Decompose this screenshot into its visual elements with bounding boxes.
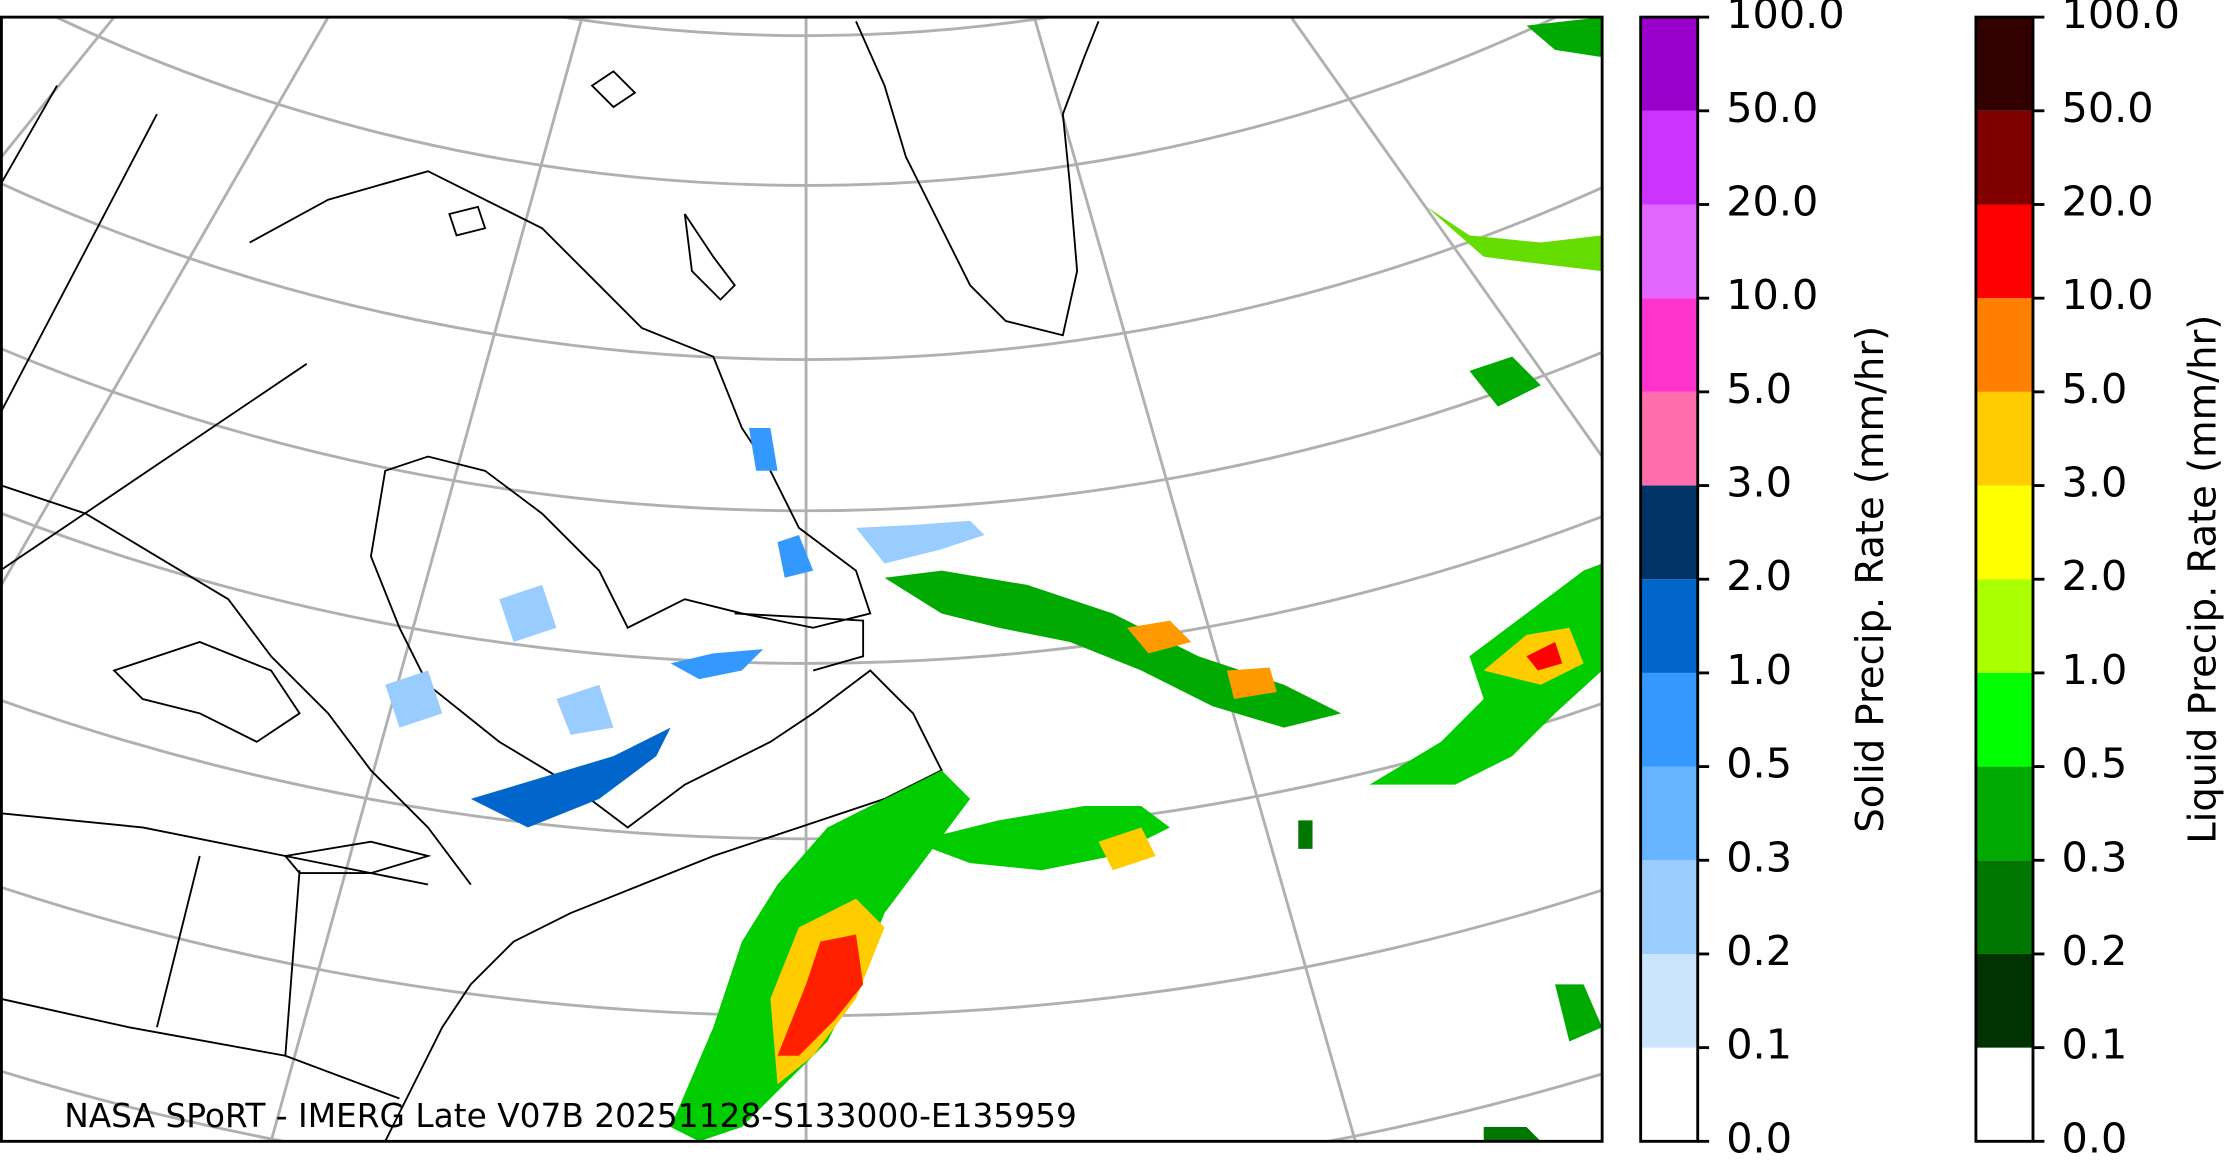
- tick-label: 0.2: [2062, 927, 2128, 975]
- tick-label: 10.0: [1726, 271, 1818, 319]
- coastlines: [1, 21, 1100, 1142]
- color-segment: [1640, 1047, 1698, 1142]
- coastline: [855, 21, 1100, 337]
- tick-label: 3.0: [2062, 459, 2128, 507]
- rain-area: [1426, 206, 1603, 272]
- color-segment: [1640, 766, 1698, 861]
- tick-label: 0.3: [1726, 833, 1792, 881]
- snow-area: [855, 520, 985, 564]
- map-frame: [0, 15, 1604, 1143]
- color-segment: [1975, 298, 2033, 392]
- island: [448, 70, 736, 301]
- rain-area: [884, 570, 1342, 728]
- color-segment: [1640, 579, 1698, 673]
- tick-label: 5.0: [2062, 365, 2128, 413]
- color-segment: [1975, 766, 2033, 861]
- snow-area: [670, 649, 764, 680]
- coastline: [1, 484, 472, 886]
- precipitation: [385, 17, 1603, 1142]
- color-segment: [1975, 860, 2033, 954]
- rain-area: [1369, 563, 1603, 785]
- tick-label: 0.1: [2062, 1021, 2128, 1069]
- tick-label: 20.0: [1726, 177, 1818, 225]
- color-segment: [1640, 485, 1698, 580]
- rain-area: [1127, 620, 1277, 700]
- color-segment: [1975, 485, 2033, 580]
- color-segment: [1975, 110, 2033, 205]
- colorbar-label: Liquid Precip. Rate (mm/hr): [2181, 315, 2226, 844]
- tick-label: 100.0: [1726, 0, 1844, 38]
- tick-label: 20.0: [2062, 177, 2154, 225]
- color-segment: [1975, 953, 2033, 1048]
- tick-label: 0.0: [1726, 1114, 1792, 1162]
- color-segment: [1975, 204, 2033, 299]
- colorbars: 0.0 0.1 0.2 0.3 0.5 1.0 2.0 3.0 5.0 10.0 20.0 50.0 1…: [1639, 0, 2226, 1162]
- color-segment: [1975, 1047, 2033, 1142]
- color-segment: [1640, 110, 1698, 205]
- lake: [112, 641, 301, 743]
- coastline: [249, 170, 943, 1142]
- tick-label: 0.3: [2062, 833, 2128, 881]
- color-segment: [1975, 579, 2033, 673]
- snow-area: [748, 427, 814, 578]
- tick-label: 0.0: [2062, 1114, 2128, 1162]
- color-segment: [1640, 298, 1698, 392]
- tick-label: 0.2: [1726, 927, 1792, 975]
- tick-label: 1.0: [1726, 646, 1792, 694]
- colorbar-label: Solid Precip. Rate (mm/hr): [1848, 326, 1893, 833]
- color-segment: [1640, 860, 1698, 954]
- border: [1, 85, 429, 1100]
- tick-label: 2.0: [1726, 552, 1792, 600]
- tick-label: 1.0: [2062, 646, 2128, 694]
- tick-label: 0.5: [1726, 740, 1792, 788]
- color-segment: [1640, 391, 1698, 486]
- tick-label: 3.0: [1726, 459, 1792, 507]
- color-segment: [1640, 17, 1698, 111]
- meridian: [1, 17, 330, 586]
- meridian: [1032, 17, 1357, 1142]
- border: [734, 612, 865, 672]
- color-segment: [1640, 953, 1698, 1048]
- lake: [283, 840, 432, 875]
- tick-label: 100.0: [2062, 0, 2180, 38]
- rain-area: [1526, 641, 1563, 671]
- tick-label: 0.5: [2062, 740, 2128, 788]
- color-segment: [1975, 672, 2033, 767]
- meridian: [269, 17, 584, 1142]
- meridian: [1, 17, 116, 158]
- tick-label: 5.0: [1726, 365, 1792, 413]
- credit-text: NASA SPoRT - IMERG Late V07B 20251128-S1…: [64, 1097, 1077, 1135]
- color-segment: [1975, 391, 2033, 486]
- tick-label: 2.0: [2062, 552, 2128, 600]
- color-segment: [1640, 204, 1698, 299]
- rain-area: [777, 934, 864, 1056]
- rain-area: [1098, 827, 1156, 871]
- meridian: [1289, 17, 1603, 458]
- snow-area: [385, 584, 614, 735]
- tick-label: 10.0: [2062, 271, 2154, 319]
- tick-label: 0.1: [1726, 1021, 1792, 1069]
- color-segment: [1640, 672, 1698, 767]
- tick-label: 50.0: [1726, 84, 1818, 132]
- color-segment: [1975, 17, 2033, 111]
- tick-label: 50.0: [2062, 84, 2154, 132]
